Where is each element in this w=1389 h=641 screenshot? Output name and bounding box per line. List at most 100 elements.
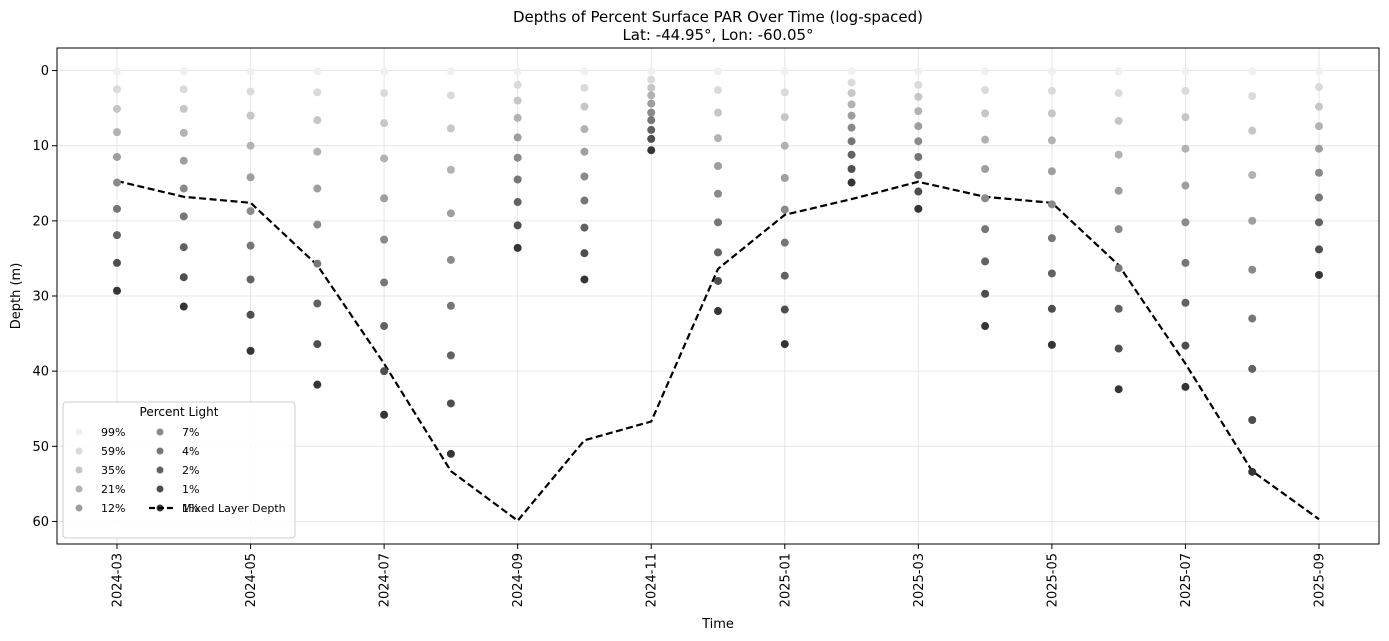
data-point (1047, 340, 1056, 349)
y-axis-label: Depth (m) (9, 263, 24, 330)
data-point (313, 147, 322, 156)
data-point (914, 187, 923, 196)
chart-title-line2: Lat: -44.95°, Lon: -60.05° (622, 26, 813, 44)
data-point (513, 175, 522, 184)
data-point (446, 67, 455, 76)
y-tick-label: 10 (32, 139, 49, 154)
data-point (1315, 67, 1323, 76)
data-point (1114, 67, 1123, 76)
legend-label: 21% (101, 483, 125, 496)
data-point (914, 171, 923, 180)
data-point (780, 340, 789, 349)
data-point (1315, 245, 1323, 254)
x-tick-label: 2024-09 (511, 553, 526, 607)
x-axis-label: Time (701, 617, 734, 632)
legend-label: 4% (182, 445, 199, 458)
data-point (1047, 234, 1056, 243)
data-point (513, 113, 522, 122)
data-point (246, 87, 255, 96)
data-point (780, 88, 789, 97)
data-point (714, 67, 722, 76)
data-point (780, 305, 789, 314)
data-point (313, 299, 322, 308)
data-point (1114, 344, 1123, 353)
legend-label: 1% (182, 483, 199, 496)
data-point (313, 67, 322, 76)
data-point (1114, 225, 1123, 234)
data-point (1315, 102, 1323, 111)
data-point (981, 322, 990, 331)
data-point (179, 85, 188, 94)
data-point (313, 220, 322, 229)
data-point (914, 137, 923, 146)
data-point (981, 225, 990, 234)
data-point (313, 340, 322, 349)
data-point (113, 67, 121, 76)
data-point (513, 198, 522, 207)
data-point (580, 83, 589, 92)
data-point (780, 113, 789, 122)
data-point (1181, 258, 1190, 267)
data-point (847, 100, 856, 109)
legend-marker (156, 428, 164, 436)
data-point (1248, 92, 1257, 101)
data-point (513, 80, 522, 89)
x-axis: 2024-03 2024-05 2024-07 2024-09 2024-11 2025-… (111, 544, 1328, 607)
data-point (113, 85, 121, 94)
data-point (847, 164, 856, 173)
y-axis: 0 10 20 30 40 50 60 (32, 64, 57, 530)
data-point (1315, 270, 1323, 279)
data-point (1181, 86, 1190, 95)
data-point (380, 235, 389, 244)
data-point (780, 238, 789, 247)
data-point (847, 89, 856, 98)
data-points-layer (113, 67, 1323, 476)
data-point (1114, 186, 1123, 195)
data-point (179, 67, 188, 76)
legend-marker (156, 466, 164, 474)
data-point (380, 89, 389, 98)
legend-marker (75, 466, 83, 474)
data-point (1047, 67, 1056, 76)
data-point (914, 67, 923, 76)
data-point (179, 156, 188, 165)
data-point (513, 243, 522, 252)
data-point (847, 111, 856, 120)
data-point (380, 67, 389, 76)
data-point (313, 380, 322, 389)
data-point (446, 301, 455, 310)
data-point (513, 221, 522, 230)
data-point (1181, 181, 1190, 190)
data-point (513, 96, 522, 105)
data-point (446, 255, 455, 264)
data-point (313, 259, 322, 268)
x-tick-label: 2024-05 (244, 553, 259, 607)
data-point (580, 223, 589, 232)
data-point (380, 322, 389, 331)
data-point (647, 91, 656, 100)
data-point (113, 104, 121, 113)
data-point (380, 410, 389, 419)
data-point (1047, 86, 1056, 95)
data-point (647, 146, 656, 155)
y-tick-label: 20 (32, 214, 49, 229)
data-point (1181, 382, 1190, 391)
legend-marker (156, 447, 164, 455)
y-tick-label: 0 (41, 64, 49, 79)
legend-label: 1% (182, 502, 199, 515)
data-point (847, 78, 856, 87)
data-point (647, 108, 656, 117)
data-point (179, 184, 188, 193)
data-point (1315, 122, 1323, 131)
data-point (179, 212, 188, 221)
data-point (1114, 304, 1123, 313)
x-tick-label: 2025-01 (778, 553, 793, 607)
data-point (113, 286, 121, 295)
legend-marker (75, 428, 83, 436)
data-point (246, 173, 255, 182)
data-point (179, 243, 188, 252)
legend-title: Percent Light (140, 405, 219, 419)
data-point (981, 67, 990, 76)
mixed-layer-depth-layer (116, 179, 1320, 523)
